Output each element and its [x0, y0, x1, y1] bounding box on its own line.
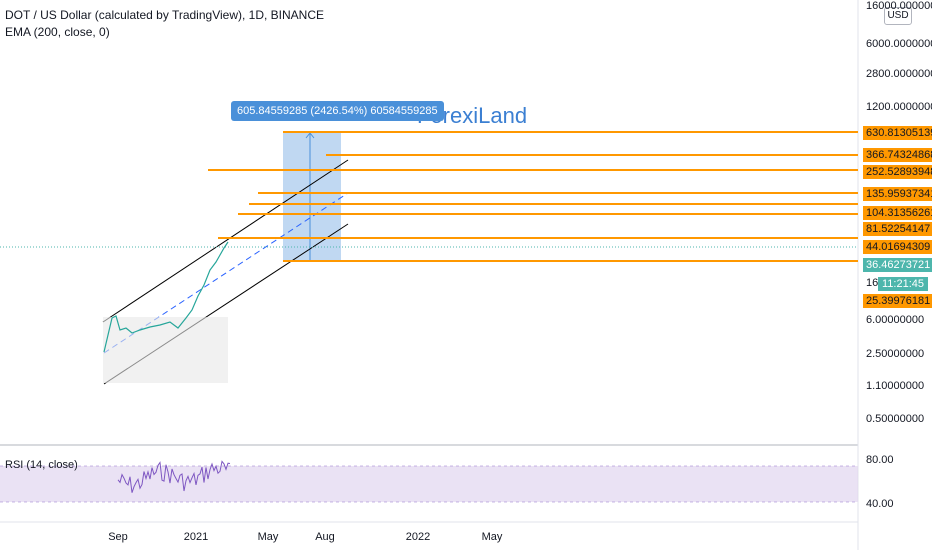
rsi-level-label: 80.00	[866, 454, 894, 466]
currency-button[interactable]: USD	[884, 7, 912, 25]
channel-upper-line	[102, 159, 349, 323]
price-level-label: 25.39976181	[863, 294, 932, 308]
price-series-line	[103, 241, 229, 353]
x-tick-label: Sep	[108, 531, 128, 543]
y-tick-label: 6.00000000	[866, 314, 925, 326]
price-level-label: 16.	[866, 277, 882, 289]
y-tick-label: 1200.00000000	[866, 101, 932, 113]
chart-title: DOT / US Dollar (calculated by TradingVi…	[5, 8, 325, 22]
x-tick-label: 2021	[183, 531, 209, 543]
channel-mid-line	[103, 192, 349, 354]
x-tick-label: May	[481, 531, 503, 543]
measure-box	[283, 132, 341, 261]
y-tick-label: 1.10000000	[866, 380, 925, 392]
measure-label: 605.84559285 (2426.54%) 60584559285	[231, 101, 444, 121]
x-tick-label: May	[257, 531, 279, 543]
x-tick-label: 2022	[405, 531, 431, 543]
price-level-label: 135.95937341	[863, 187, 932, 201]
rsi-level-label: 40.00	[866, 498, 894, 510]
price-level-label: 104.31356261	[863, 206, 932, 220]
rsi-label[interactable]: RSI (14, close)	[5, 459, 78, 471]
horizontal-levels	[208, 131, 858, 262]
price-level-label: 366.74324868	[863, 148, 932, 162]
price-level-label: 36.46273721	[863, 258, 932, 272]
y-tick-label: 16000.00000000	[866, 0, 932, 12]
ema-indicator-label[interactable]: EMA (200, close, 0)	[5, 25, 110, 39]
y-tick-label: 0.50000000	[866, 413, 925, 425]
price-level-label: 252.52893948	[863, 165, 932, 179]
price-level-label: 81.52254147	[863, 222, 932, 236]
rsi-band	[0, 466, 858, 502]
price-level-label: 44.01694309	[863, 240, 932, 254]
price-level-label: 630.81305139	[863, 126, 932, 140]
candle-range-shade	[103, 317, 228, 383]
bar-countdown: 11:21:45	[878, 277, 929, 291]
y-tick-label: 2.50000000	[866, 348, 925, 360]
rsi-series-line	[117, 460, 231, 493]
y-tick-label: 6000.00000000	[866, 38, 932, 50]
x-tick-label: Aug	[315, 531, 335, 543]
y-tick-label: 2800.00000000	[866, 68, 932, 80]
